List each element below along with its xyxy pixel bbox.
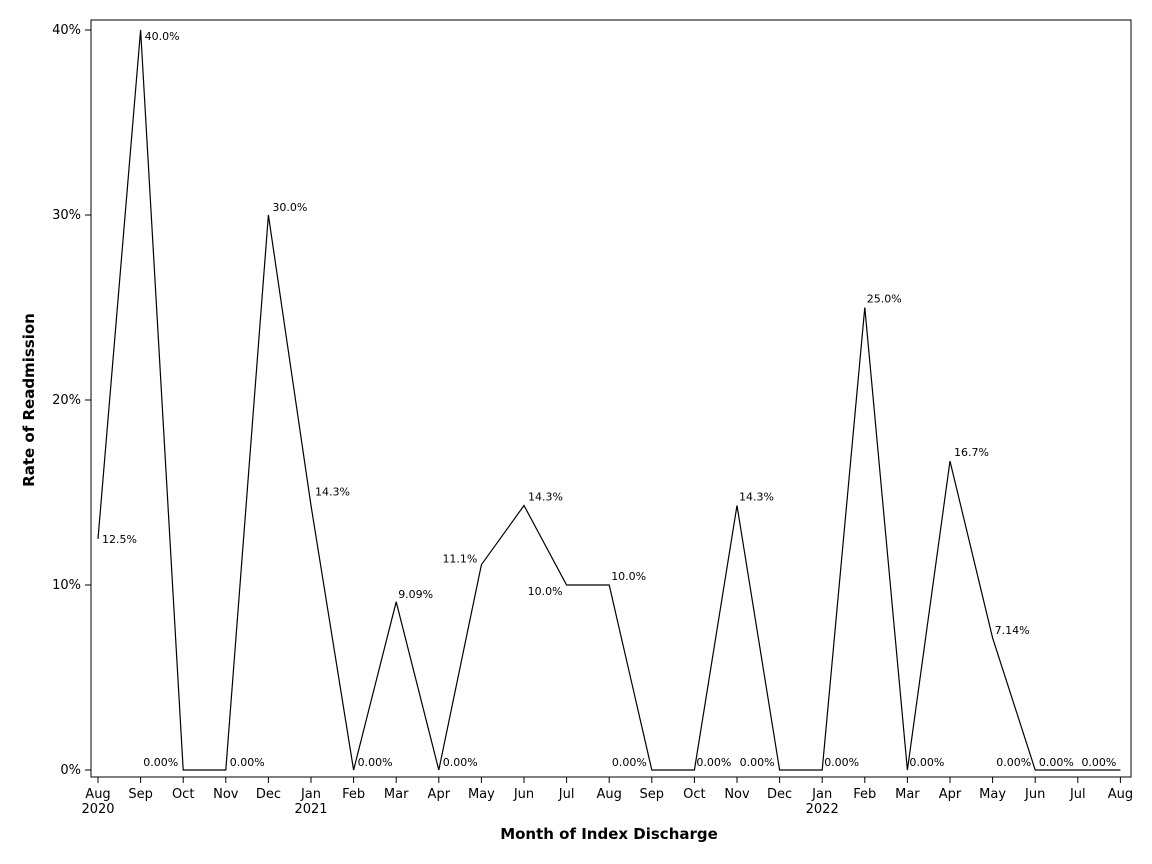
data-label: 0.00%	[1039, 756, 1074, 769]
x-tick-label: Jan	[300, 787, 321, 802]
plot-frame	[90, 19, 1132, 778]
x-tick-label: Aug	[597, 787, 622, 802]
x-tick-label: May	[979, 787, 1006, 802]
x-tick-label: Sep	[128, 787, 153, 802]
data-label: 11.1%	[442, 553, 477, 566]
data-label: 0.00%	[696, 756, 731, 769]
x-tick-label: Aug	[85, 787, 110, 802]
data-label: 0.00%	[909, 756, 944, 769]
data-label: 14.3%	[315, 485, 350, 498]
y-axis: 0% 10% 20% 30% 40%	[52, 23, 91, 778]
data-label: 14.3%	[528, 490, 563, 503]
data-label: 12.5%	[102, 533, 137, 546]
data-label: 10.0%	[611, 570, 646, 583]
data-labels: 12.5% 40.0% 0.00% 0.00% 30.0% 14.3% 0.00% 9.09%…	[102, 30, 1116, 769]
x-tick-label: Sep	[640, 787, 665, 802]
data-label: 0.00%	[740, 756, 775, 769]
series-readmission-rate	[97, 29, 1121, 771]
x-axis-title: Month of Index Discharge	[500, 825, 718, 843]
data-label: 10.0%	[528, 585, 563, 598]
y-tick-label: 10%	[52, 578, 81, 593]
y-tick-label: 20%	[52, 393, 81, 408]
x-tick-label: Jun	[513, 787, 534, 802]
data-label: 30.0%	[272, 201, 307, 214]
data-label: 0.00%	[824, 756, 859, 769]
x-tick-year: 2021	[294, 802, 327, 817]
data-label: 0.00%	[230, 756, 265, 769]
x-tick-label: Nov	[213, 787, 239, 802]
data-label: 0.00%	[996, 756, 1031, 769]
y-tick-label: 40%	[52, 23, 81, 38]
x-tick-label: Apr	[428, 787, 451, 802]
x-tick-label: Aug	[1108, 787, 1133, 802]
data-label: 0.00%	[358, 756, 393, 769]
data-label: 7.14%	[995, 624, 1030, 637]
x-tick-label: Jul	[558, 787, 575, 802]
x-tick-label: Oct	[683, 787, 705, 802]
x-tick-label: Jun	[1024, 787, 1045, 802]
x-tick-label: Feb	[342, 787, 365, 802]
data-label: 14.3%	[739, 490, 774, 503]
x-tick-label: Feb	[853, 787, 876, 802]
x-tick-label: May	[468, 787, 495, 802]
data-label: 0.00%	[1081, 756, 1116, 769]
y-tick-label: 30%	[52, 208, 81, 223]
x-tick-year: 2022	[806, 802, 839, 817]
x-tick-label: Jan	[811, 787, 832, 802]
x-tick-label: Dec	[256, 787, 281, 802]
data-label: 16.7%	[954, 446, 989, 459]
y-tick-label: 0%	[60, 763, 81, 778]
data-label: 0.00%	[443, 756, 478, 769]
data-label: 9.09%	[398, 588, 433, 601]
data-label: 0.00%	[143, 756, 178, 769]
x-tick-label: Nov	[724, 787, 750, 802]
series-line	[97, 29, 1121, 771]
x-tick-year: 2020	[81, 802, 114, 817]
x-tick-label: Dec	[767, 787, 792, 802]
x-tick-label: Mar	[384, 787, 409, 802]
data-label: 0.00%	[612, 756, 647, 769]
data-label: 25.0%	[867, 293, 902, 306]
x-tick-label: Mar	[895, 787, 920, 802]
x-tick-label: Jul	[1069, 787, 1086, 802]
x-tick-label: Oct	[172, 787, 194, 802]
x-tick-label: Apr	[939, 787, 962, 802]
y-axis-title: Rate of Readmission	[20, 313, 38, 487]
data-label: 40.0%	[145, 30, 180, 43]
